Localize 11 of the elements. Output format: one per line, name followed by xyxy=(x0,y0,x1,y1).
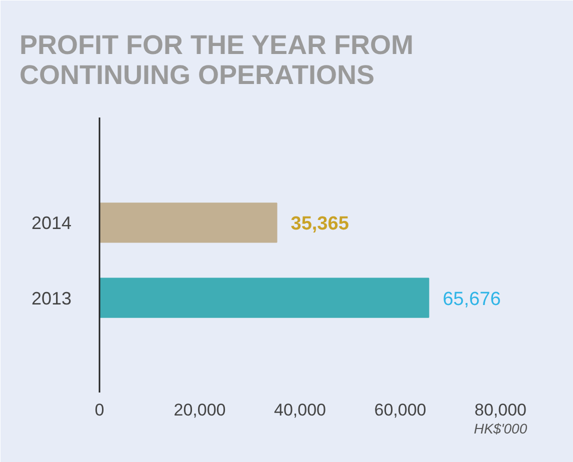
x-tick-label: 20,000 xyxy=(174,400,226,420)
y-tick-label: 2013 xyxy=(31,288,72,308)
data-label: 35,365 xyxy=(290,214,350,235)
data-label: 65,676 xyxy=(442,288,501,310)
x-tick-label: 40,000 xyxy=(274,400,326,420)
x-tick-label: 60,000 xyxy=(374,400,426,420)
y-tick-label: 2014 xyxy=(31,213,72,234)
x-tick-label: 0 xyxy=(94,400,104,420)
chart-title: PROFIT FOR THE YEAR FROM CONTINUING OPERATIONS xyxy=(20,30,414,90)
x-tick-label: 80,000 xyxy=(474,400,526,420)
x-axis-title: HK$'000 xyxy=(474,420,528,436)
